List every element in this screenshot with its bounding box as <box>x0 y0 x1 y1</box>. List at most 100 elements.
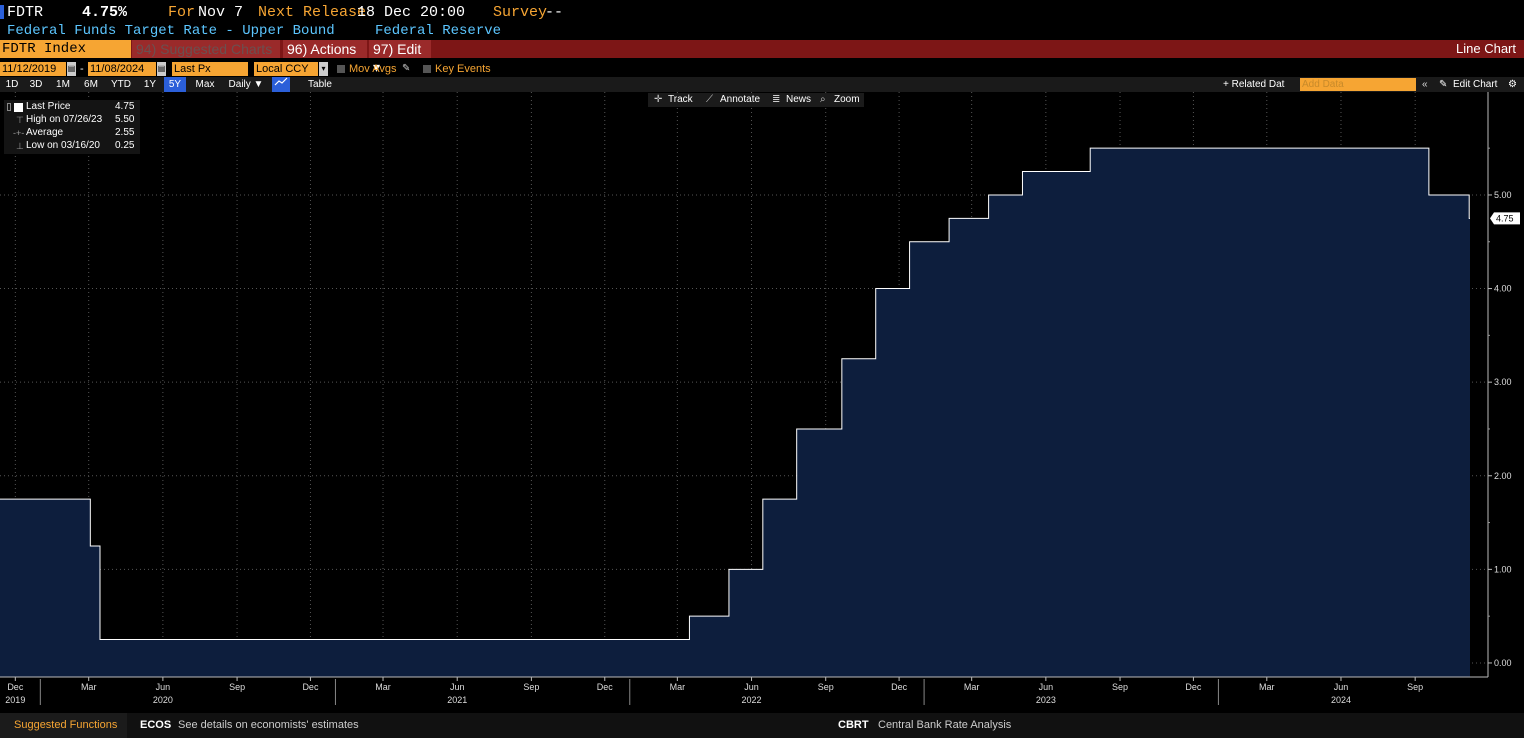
chart-toolbar: ✛ Track ⟋ Annotate ≣ News ⌕ Zoom <box>648 93 864 107</box>
range-1d-button[interactable]: 1D <box>5 79 19 90</box>
x-year-label: 2023 <box>1036 695 1056 705</box>
period-label: Daily <box>228 79 251 90</box>
x-tick-label: Sep <box>523 682 539 692</box>
security-name: Federal Funds Target Rate - Upper Bound <box>7 23 335 39</box>
key-events-label[interactable]: Key Events <box>435 63 491 75</box>
y-tick-label: 5.00 <box>1494 190 1512 200</box>
legend-high-label: High on 07/26/23 <box>26 114 103 125</box>
zoom-icon[interactable]: ⌕ <box>820 94 826 105</box>
ecos-code[interactable]: ECOS <box>140 719 172 731</box>
average-marker-icon: -+- <box>13 128 25 138</box>
range-6m-button[interactable]: 6M <box>84 79 98 90</box>
track-button[interactable]: Track <box>668 94 693 105</box>
last-value-box <box>1490 212 1520 225</box>
price-field-select[interactable]: Last Px <box>172 62 248 76</box>
for-label: For <box>168 4 196 21</box>
x-tick-label: Dec <box>1185 682 1202 692</box>
index-field[interactable]: FDTR Index <box>0 40 131 58</box>
x-tick-label: Jun <box>156 682 171 692</box>
pencil-icon[interactable]: ✎ <box>402 63 411 74</box>
edit-label: 97) Edit <box>373 41 422 57</box>
cbrt-code[interactable]: CBRT <box>838 719 869 731</box>
y-tick-label: 0.00 <box>1494 658 1512 668</box>
start-date-field[interactable]: 11/12/2019 <box>0 62 66 76</box>
edit-chart-button[interactable]: Edit Chart <box>1453 79 1498 90</box>
collapse-icon[interactable]: « <box>1422 79 1428 90</box>
gear-icon[interactable]: ⚙ <box>1508 79 1517 90</box>
x-tick-label: Sep <box>1112 682 1128 692</box>
high-marker-icon: ⊤ <box>16 115 24 125</box>
cbrt-description[interactable]: Central Bank Rate Analysis <box>878 719 1012 731</box>
for-date: Nov 7 <box>198 4 244 21</box>
function-toolbar: FDTR Index 94) Suggested Charts ▾ 96) Ac… <box>0 40 1524 75</box>
y-tick-label: 4.00 <box>1494 284 1512 294</box>
range-1y-button[interactable]: 1Y <box>143 79 157 90</box>
next-release-label: Next Release <box>258 4 367 21</box>
last-value-tag: 4.75 <box>1490 212 1520 225</box>
key-events-checkbox[interactable] <box>423 65 431 73</box>
x-tick-label: Jun <box>1334 682 1349 692</box>
news-button[interactable]: News <box>786 94 812 105</box>
actions-label: 96) Actions <box>287 41 357 57</box>
ecos-description[interactable]: See details on economists' estimates <box>178 719 359 731</box>
chart-legend[interactable]: Last Price 4.75 ⊤ High on 07/26/23 5.50 … <box>4 100 140 154</box>
x-tick-label: Dec <box>7 682 24 692</box>
series-color-swatch[interactable] <box>14 103 23 112</box>
end-date-field[interactable]: 11/08/2024 <box>88 62 156 76</box>
suggested-functions-button[interactable]: Suggested Functions <box>0 713 127 738</box>
legend-high: ⊤ High on 07/26/23 5.50 <box>4 114 140 126</box>
line-chart-icon[interactable] <box>272 77 290 92</box>
rate-line[interactable] <box>0 147 1470 641</box>
range-ytd-button[interactable]: YTD <box>111 79 131 90</box>
date-separator: - <box>80 63 84 75</box>
x-year-label: 2020 <box>153 695 173 705</box>
crosshair-icon[interactable]: ✛ <box>654 94 663 105</box>
legend-avg-label: Average <box>26 127 64 138</box>
annotate-button[interactable]: Annotate <box>720 94 761 105</box>
x-tick-label: Mar <box>1259 682 1275 692</box>
range-5y-button[interactable]: 5Y <box>164 77 186 92</box>
edit-button[interactable]: 97) Edit ▾ <box>369 40 431 75</box>
suggested-charts-label: 94) Suggested Charts <box>136 41 273 57</box>
x-tick-label: Dec <box>597 682 614 692</box>
x-tick-label: Mar <box>375 682 391 692</box>
range-max-button[interactable]: Max <box>195 79 215 90</box>
related-data-button[interactable]: + Related Dat <box>1223 79 1285 90</box>
collapse-icon[interactable] <box>7 103 11 111</box>
x-tick-label: Sep <box>1407 682 1423 692</box>
news-icon[interactable]: ≣ <box>772 94 781 105</box>
mov-avgs-label[interactable]: Mov Avgs <box>349 63 397 75</box>
line-chart[interactable]: 0.001.002.003.004.005.00 Dec Mar Jun Sep Dec… <box>0 92 1524 713</box>
x-axis-ticks: Dec Mar Jun Sep Dec Mar Jun Sep Dec Mar Jun Sep Dec M… <box>5 677 1423 705</box>
annotate-icon[interactable]: ⟋ <box>706 94 713 105</box>
legend-low: ⊥ Low on 03/16/20 0.25 <box>4 140 140 152</box>
security-header: FDTR 4.75% For Nov 7 Next Release 18 Dec… <box>0 0 1524 22</box>
legend-low-label: Low on 03/16/20 <box>26 140 100 151</box>
currency-dropdown-icon[interactable]: ▾ <box>319 62 328 76</box>
start-date-calendar-icon[interactable]: ▤ <box>67 62 76 76</box>
y-axis-ticks: 0.00 1.00 2.00 3.00 4.00 5.00 <box>1488 147 1512 668</box>
x-tick-label: Mar <box>964 682 980 692</box>
actions-button[interactable]: 96) Actions ▾ <box>283 40 367 75</box>
end-date-calendar-icon[interactable]: ▤ <box>157 62 166 76</box>
chart-type-label: Line Chart <box>1456 41 1516 56</box>
currency-select[interactable]: Local CCY <box>254 62 318 76</box>
table-button[interactable]: Table <box>308 79 332 90</box>
y-tick-label: 1.00 <box>1494 564 1512 574</box>
next-release-value: 18 Dec 20:00 <box>357 4 466 21</box>
range-3d-button[interactable]: 3D <box>29 79 43 90</box>
x-year-label: 2022 <box>742 695 762 705</box>
suggested-charts-button[interactable]: 94) Suggested Charts ▾ <box>132 40 280 75</box>
zoom-button[interactable]: Zoom <box>834 94 860 105</box>
legend-last-price[interactable]: Last Price 4.75 <box>4 101 140 113</box>
y-tick-label: 2.00 <box>1494 471 1512 481</box>
pencil-icon[interactable]: ✎ <box>1439 79 1448 90</box>
ticker[interactable]: FDTR <box>7 4 44 21</box>
range-1m-button[interactable]: 1M <box>56 79 70 90</box>
legend-last-label: Last Price <box>26 101 71 112</box>
x-tick-label: Jun <box>1039 682 1054 692</box>
add-data-input[interactable]: Add Data <box>1300 78 1416 91</box>
period-select[interactable]: Daily ▼ <box>224 77 268 92</box>
mov-avgs-checkbox[interactable] <box>337 65 345 73</box>
x-tick-label: Jun <box>450 682 465 692</box>
